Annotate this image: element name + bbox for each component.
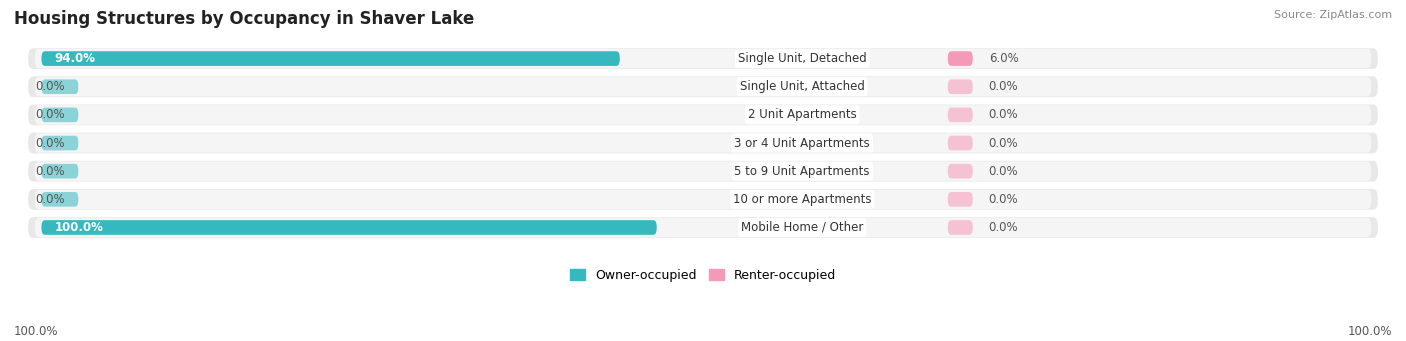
Text: 3 or 4 Unit Apartments: 3 or 4 Unit Apartments (734, 136, 870, 150)
FancyBboxPatch shape (35, 190, 1371, 209)
Text: 0.0%: 0.0% (988, 221, 1018, 234)
Text: 0.0%: 0.0% (35, 136, 65, 150)
Text: 0.0%: 0.0% (35, 165, 65, 178)
FancyBboxPatch shape (948, 136, 973, 150)
FancyBboxPatch shape (948, 51, 973, 66)
FancyBboxPatch shape (41, 192, 79, 207)
Text: 94.0%: 94.0% (55, 52, 96, 65)
Text: 100.0%: 100.0% (55, 221, 104, 234)
Text: 5 to 9 Unit Apartments: 5 to 9 Unit Apartments (734, 165, 870, 178)
FancyBboxPatch shape (35, 105, 1371, 124)
Text: Housing Structures by Occupancy in Shaver Lake: Housing Structures by Occupancy in Shave… (14, 10, 474, 28)
Text: 0.0%: 0.0% (988, 108, 1018, 121)
FancyBboxPatch shape (948, 192, 973, 207)
FancyBboxPatch shape (28, 217, 1378, 238)
FancyBboxPatch shape (948, 79, 973, 94)
FancyBboxPatch shape (28, 133, 1378, 153)
Text: 2 Unit Apartments: 2 Unit Apartments (748, 108, 856, 121)
Text: 100.0%: 100.0% (1347, 325, 1392, 338)
FancyBboxPatch shape (28, 48, 1378, 69)
FancyBboxPatch shape (41, 136, 79, 150)
Text: 0.0%: 0.0% (35, 193, 65, 206)
Text: Mobile Home / Other: Mobile Home / Other (741, 221, 863, 234)
FancyBboxPatch shape (41, 220, 657, 235)
Text: 0.0%: 0.0% (35, 80, 65, 93)
Text: Source: ZipAtlas.com: Source: ZipAtlas.com (1274, 10, 1392, 20)
FancyBboxPatch shape (41, 164, 79, 178)
FancyBboxPatch shape (35, 162, 1371, 181)
Text: 6.0%: 6.0% (988, 52, 1018, 65)
FancyBboxPatch shape (28, 161, 1378, 181)
Legend: Owner-occupied, Renter-occupied: Owner-occupied, Renter-occupied (565, 264, 841, 287)
FancyBboxPatch shape (948, 220, 973, 235)
FancyBboxPatch shape (41, 79, 79, 94)
Text: 0.0%: 0.0% (988, 193, 1018, 206)
FancyBboxPatch shape (35, 49, 1371, 68)
Text: 100.0%: 100.0% (14, 325, 59, 338)
FancyBboxPatch shape (35, 218, 1371, 237)
FancyBboxPatch shape (28, 189, 1378, 210)
FancyBboxPatch shape (35, 133, 1371, 153)
Text: 0.0%: 0.0% (988, 80, 1018, 93)
Text: 0.0%: 0.0% (988, 136, 1018, 150)
FancyBboxPatch shape (28, 105, 1378, 125)
FancyBboxPatch shape (41, 51, 620, 66)
Text: 0.0%: 0.0% (988, 165, 1018, 178)
FancyBboxPatch shape (28, 76, 1378, 97)
FancyBboxPatch shape (35, 77, 1371, 97)
Text: Single Unit, Detached: Single Unit, Detached (738, 52, 866, 65)
Text: 0.0%: 0.0% (35, 108, 65, 121)
FancyBboxPatch shape (948, 107, 973, 122)
FancyBboxPatch shape (41, 107, 79, 122)
Text: Single Unit, Attached: Single Unit, Attached (740, 80, 865, 93)
FancyBboxPatch shape (948, 164, 973, 178)
Text: 10 or more Apartments: 10 or more Apartments (733, 193, 872, 206)
